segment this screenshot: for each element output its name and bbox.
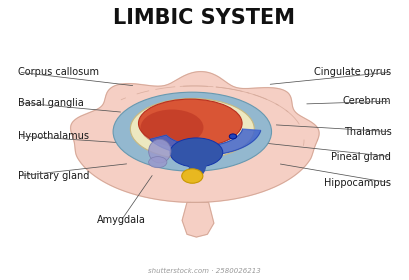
Ellipse shape bbox=[182, 169, 203, 183]
Text: Cingulate gyrus: Cingulate gyrus bbox=[314, 67, 391, 77]
Text: Hypothalamus: Hypothalamus bbox=[18, 131, 89, 141]
Text: Amygdala: Amygdala bbox=[97, 215, 146, 225]
Ellipse shape bbox=[139, 99, 242, 148]
Polygon shape bbox=[150, 129, 261, 155]
Text: Hippocampus: Hippocampus bbox=[324, 178, 391, 188]
Ellipse shape bbox=[130, 98, 254, 159]
Text: Basal ganglia: Basal ganglia bbox=[18, 97, 83, 108]
Ellipse shape bbox=[148, 157, 167, 168]
Ellipse shape bbox=[148, 139, 171, 163]
Polygon shape bbox=[182, 202, 214, 237]
Text: LIMBIC SYSTEM: LIMBIC SYSTEM bbox=[114, 8, 295, 28]
Text: shutterstock.com · 2580026213: shutterstock.com · 2580026213 bbox=[148, 269, 261, 274]
Polygon shape bbox=[71, 72, 319, 202]
Ellipse shape bbox=[113, 92, 272, 171]
Polygon shape bbox=[189, 163, 207, 178]
Text: Pineal gland: Pineal gland bbox=[331, 152, 391, 162]
Text: Corpus callosum: Corpus callosum bbox=[18, 67, 99, 77]
Ellipse shape bbox=[170, 138, 223, 167]
Ellipse shape bbox=[229, 134, 236, 139]
Text: Thalamus: Thalamus bbox=[344, 127, 391, 137]
Text: Cerebrum: Cerebrum bbox=[343, 96, 391, 106]
Ellipse shape bbox=[141, 109, 204, 146]
Text: Pituitary gland: Pituitary gland bbox=[18, 171, 89, 181]
